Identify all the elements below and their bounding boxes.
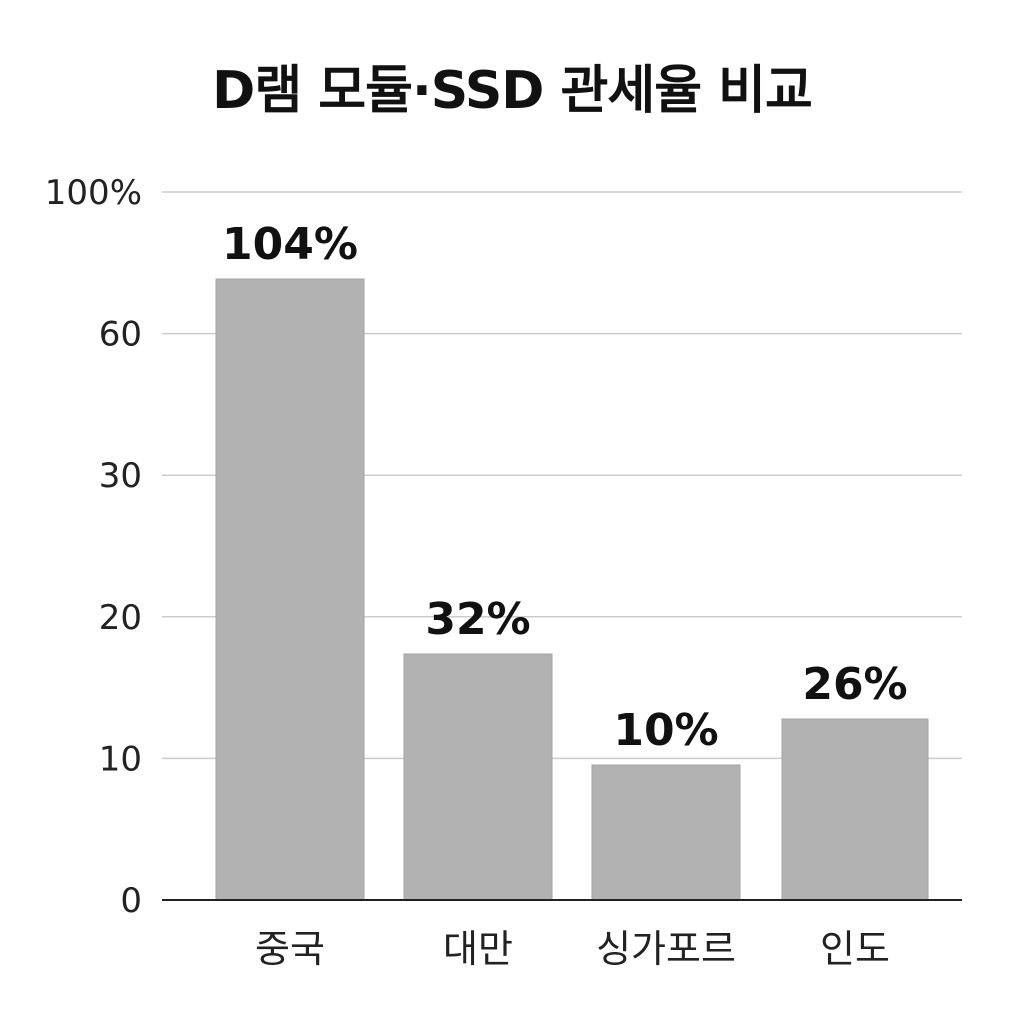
chart-title: D램 모듈·SSD 관세율 비교 [212,61,813,121]
bars [215,278,929,901]
data-label: 10% [613,705,718,756]
bar-2 [591,764,741,901]
x-category-label: 대만 [443,927,513,971]
y-tick-label: 60 [99,315,142,355]
y-tick-label: 0 [120,881,142,921]
data-label: 26% [802,659,907,710]
y-tick-label: 100% [45,173,142,213]
x-category-label: 중국 [255,927,325,971]
bar-1 [403,653,553,901]
bar-3 [781,718,929,901]
data-label: 32% [425,594,530,645]
x-category-label: 싱가포르 [596,927,736,971]
labels: 0 10 20 30 60 100% 104% 중국 32% 대만 10% 싱가포르 26% 인도 [45,173,908,971]
y-tick-label: 10 [99,739,142,779]
data-label: 104% [222,219,358,270]
y-tick-label: 20 [99,598,142,638]
x-category-label: 인도 [820,927,890,971]
y-tick-label: 30 [99,456,142,496]
bar-0 [215,278,365,901]
